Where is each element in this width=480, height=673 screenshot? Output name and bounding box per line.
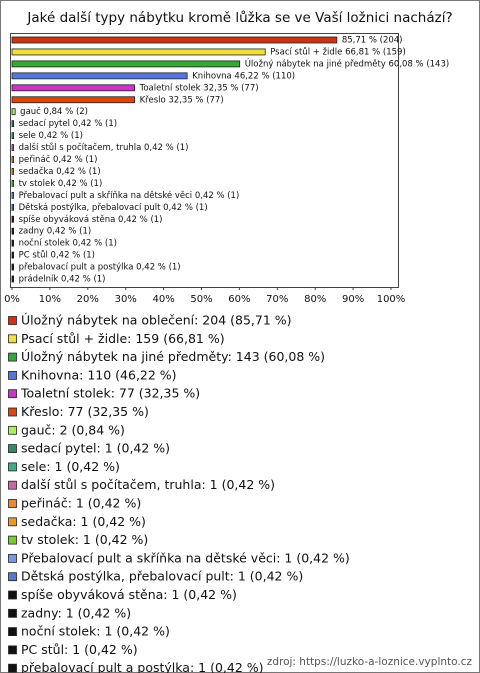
legend-swatch	[8, 425, 17, 435]
bar	[11, 36, 338, 44]
bar	[11, 72, 188, 80]
x-tick-label: 60%	[228, 294, 250, 305]
bar	[11, 215, 14, 223]
legend-label: Křeslo: 77 (32,35 %)	[21, 404, 149, 419]
bar	[11, 191, 14, 199]
legend-label: přebalovací pult a postýlka: 1 (0,42 %)	[21, 660, 264, 673]
legend-swatch	[8, 389, 17, 399]
legend-swatch	[8, 645, 17, 655]
plot-area	[10, 33, 399, 288]
legend-label: sedací pytel: 1 (0,42 %)	[21, 441, 170, 456]
data-label: Dětská postýlka, přebalovací pult 0,42 %…	[19, 203, 208, 213]
bar	[11, 168, 14, 175]
legend-swatch	[8, 407, 17, 417]
bar	[11, 203, 14, 211]
x-tick-label: 90%	[342, 294, 364, 305]
x-tick-label: 80%	[304, 294, 326, 305]
legend-label: gauč: 2 (0,84 %)	[21, 422, 125, 437]
bar	[11, 132, 14, 140]
legend-swatch	[8, 627, 17, 636]
legend-label: Toaletní stolek: 77 (32,35 %)	[20, 386, 200, 401]
legend-swatch	[8, 517, 17, 527]
data-label: sedací pytel 0,42 % (1)	[19, 119, 118, 129]
legend-swatch	[8, 462, 17, 472]
legend-label: spíše obyváková stěna: 1 (0,42 %)	[21, 587, 237, 602]
data-label: 85,71 % (204)	[342, 36, 403, 46]
x-tick-label: 10%	[39, 294, 61, 305]
legend-swatch	[8, 480, 17, 490]
bar	[11, 227, 14, 235]
legend-swatch	[8, 590, 17, 600]
x-tick-label: 0%	[4, 294, 20, 305]
legend-swatch	[8, 499, 17, 508]
data-label: peřináč 0,42 % (1)	[19, 154, 98, 165]
legend-swatch	[8, 663, 17, 673]
chart-title: Jaké další typy nábytku kromě lůžka se v…	[26, 10, 452, 26]
legend-label: Knihovna: 110 (46,22 %)	[21, 367, 177, 382]
legend-swatch	[8, 334, 17, 344]
legend-swatch	[8, 608, 17, 618]
bar	[11, 60, 241, 68]
legend-swatch	[8, 370, 17, 380]
legend-swatch	[8, 572, 17, 582]
x-tick-label: 50%	[190, 294, 212, 305]
bar	[11, 275, 14, 283]
data-label: spíše obyváková stěna 0,42 % (1)	[19, 214, 163, 225]
legend-label: PC stůl: 1 (0,42 %)	[21, 642, 138, 657]
data-label: Přebalovací pult a skříňka na dětské věc…	[19, 190, 240, 201]
data-label: prádelník 0,42 % (1)	[19, 275, 106, 285]
bar	[11, 144, 14, 151]
bar	[11, 96, 136, 104]
legend-swatch	[8, 444, 17, 454]
bar	[11, 156, 14, 163]
data-label: Knihovna 46,22 % (110)	[192, 71, 295, 81]
legend-label: Dětská postýlka, přebalovací pult: 1 (0,…	[21, 569, 303, 584]
data-label: Křeslo 32,35 % (77)	[140, 95, 224, 105]
data-label: Toaletní stolek 32,35 % (77)	[139, 83, 259, 93]
x-tick-label: 100%	[377, 294, 406, 305]
data-label: přebalovací pult a postýlka 0,42 % (1)	[19, 263, 181, 273]
bar	[11, 239, 14, 247]
legend-swatch	[8, 316, 17, 325]
legend-label: zadny: 1 (0,42 %)	[21, 605, 131, 620]
legend-label: Úložný nábytek na jiné předměty: 143 (60…	[21, 349, 325, 364]
data-label: noční stolek 0,42 % (1)	[19, 238, 117, 249]
legend-label: sedačka: 1 (0,42 %)	[21, 514, 146, 529]
data-label: další stůl s počítačem, truhla 0,42 % (1…	[19, 142, 189, 153]
data-label: zadny 0,42 % (1)	[19, 227, 92, 237]
legend-label: Přebalovací pult a skříňka na dětské věc…	[21, 550, 350, 565]
x-tick-label: 30%	[115, 294, 137, 305]
data-label: sele 0,42 % (1)	[19, 131, 83, 141]
data-label: Úložný nábytek na jiné předměty 60,08 % …	[245, 57, 449, 69]
legend-label: sele: 1 (0,42 %)	[21, 459, 120, 474]
data-label: tv stolek 0,42 % (1)	[19, 179, 103, 189]
legend-label: noční stolek: 1 (0,42 %)	[21, 624, 170, 639]
x-tick-label: 40%	[152, 294, 174, 305]
data-label: PC stůl 0,42 % (1)	[19, 250, 95, 261]
legend-label: Úložný nábytek na oblečení: 204 (85,71 %…	[21, 313, 292, 328]
data-label: sedačka 0,42 % (1)	[19, 166, 101, 177]
legend-label: další stůl s počítačem, truhla: 1 (0,42 …	[21, 477, 275, 492]
legend-label: peřináč: 1 (0,42 %)	[21, 496, 141, 511]
bar	[11, 251, 14, 259]
bar	[11, 263, 14, 271]
legend-swatch	[8, 554, 17, 563]
bar	[11, 120, 14, 128]
legend-swatch	[8, 352, 17, 362]
bar	[11, 108, 16, 116]
legend-label: Psací stůl + židle: 159 (66,81 %)	[21, 331, 225, 346]
legend-swatch	[8, 535, 17, 545]
bar	[11, 84, 136, 92]
x-tick-label: 20%	[77, 294, 99, 305]
x-tick-label: 70%	[266, 294, 288, 305]
data-label: gauč 0,84 % (2)	[20, 106, 88, 117]
bar	[11, 179, 14, 187]
bar	[11, 48, 266, 56]
legend-label: tv stolek: 1 (0,42 %)	[21, 532, 148, 547]
data-label: Psací stůl + židle 66,81 % (159)	[270, 46, 406, 57]
source: zdroj: https://luzko-a-loznice.vyplnto.c…	[267, 656, 473, 668]
